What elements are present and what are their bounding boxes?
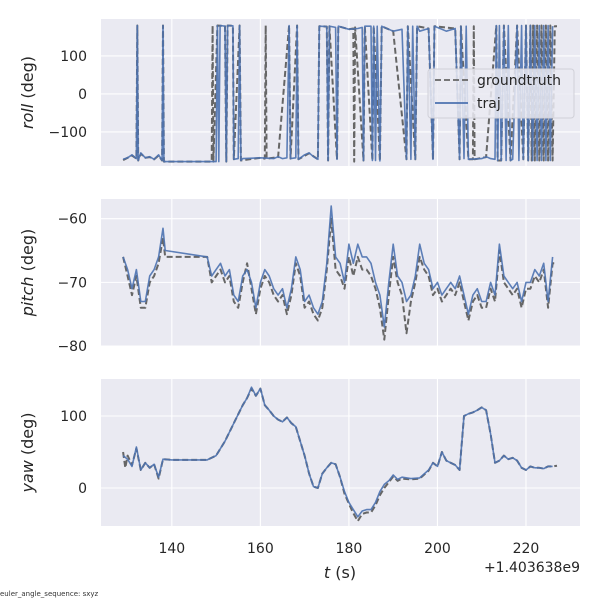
x-axis-label-unit: (s) (330, 563, 356, 582)
x-tick-label: 140 (158, 541, 185, 557)
yaw-y-axis-label-var: yaw (18, 459, 37, 493)
x-tick-label: 200 (424, 541, 451, 557)
yaw-y-axis-label: yaw (deg) (18, 412, 37, 493)
pitch-y-axis-label-var: pitch (18, 276, 37, 317)
roll-y-tick-label: 100 (60, 49, 87, 65)
x-axis-label-var: t (324, 563, 331, 582)
yaw-axes-background (101, 379, 580, 526)
legend: groundtruth traj (427, 68, 575, 119)
yaw-traj-line (122, 386, 553, 518)
yaw-panel: 100 0 yaw (deg) 140 160 180 200 220 (18, 379, 580, 557)
pitch-y-axis-label-unit: (deg) (18, 229, 37, 277)
x-offset-label: +1.403638e9 (484, 560, 580, 576)
legend-traj-label: traj (477, 96, 501, 112)
x-tick-label: 160 (247, 541, 274, 557)
pitch-traj-line (122, 205, 554, 328)
x-tick-label: 180 (336, 541, 363, 557)
pitch-y-tick-label: −60 (57, 212, 87, 228)
pitch-y-tick-label: −70 (57, 275, 87, 291)
roll-y-tick-label: −100 (49, 125, 87, 141)
x-axis-label: t (s) (324, 563, 356, 582)
footer-note: euler_angle_sequence: sxyz (0, 590, 99, 598)
yaw-y-tick-label: 100 (60, 409, 87, 425)
pitch-y-tick-label: −80 (57, 339, 87, 355)
roll-y-axis-label-unit: (deg) (18, 56, 37, 104)
yaw-y-axis-label-unit: (deg) (18, 412, 37, 460)
pitch-axes-background (101, 199, 580, 346)
yaw-y-tick-label: 0 (78, 481, 87, 497)
pitch-y-axis-label: pitch (deg) (18, 229, 37, 318)
roll-y-tick-label: 0 (78, 87, 87, 103)
pitch-groundtruth-line (122, 217, 557, 341)
roll-y-axis-label: roll (deg) (18, 56, 37, 129)
legend-groundtruth-label: groundtruth (477, 73, 561, 89)
pitch-panel: −60 −70 −80 pitch (deg) (18, 199, 580, 355)
x-tick-label: 220 (513, 541, 540, 557)
roll-y-axis-label-var: roll (18, 103, 37, 129)
